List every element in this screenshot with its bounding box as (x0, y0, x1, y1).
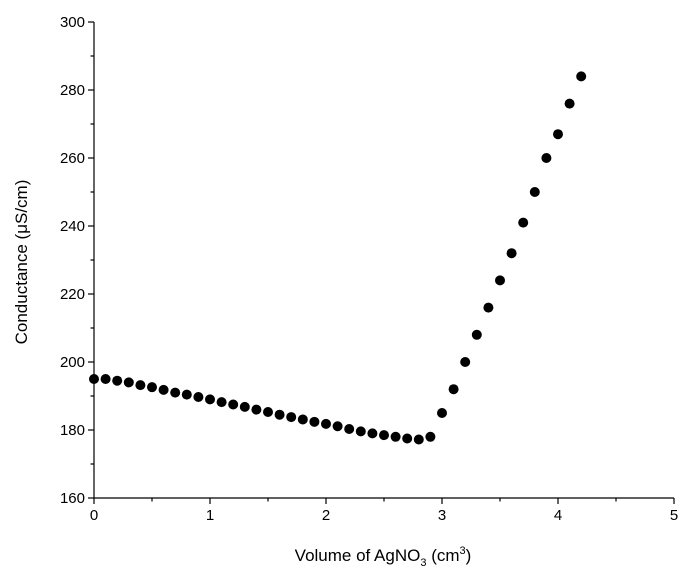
x-axis: 0 1 2 3 4 5 (90, 497, 678, 524)
data-point (367, 428, 378, 439)
y-tick-label: 180 (60, 422, 85, 439)
data-point (541, 153, 552, 163)
x-tick-label: 4 (554, 507, 562, 524)
data-point (181, 389, 192, 400)
data-point (425, 431, 436, 442)
data-point (286, 412, 297, 423)
y-tick-label: 220 (60, 286, 85, 303)
data-point (495, 275, 505, 286)
x-axis-title-unit-close: ) (466, 546, 472, 565)
x-tick-label: 3 (438, 507, 446, 524)
data-point (321, 418, 331, 429)
data-point (274, 409, 285, 420)
data-point (193, 392, 204, 403)
x-tick-label: 2 (322, 507, 330, 524)
data-point (355, 426, 366, 437)
x-axis-title-superscript: 3 (460, 545, 466, 557)
y-axis: 160 180 200 220 240 260 280 300 (60, 14, 95, 507)
data-point (239, 401, 250, 412)
x-axis-title: Volume of AgNO3 (cm3) (295, 545, 472, 569)
data-point (448, 384, 459, 395)
y-tick-label: 300 (60, 14, 85, 31)
data-point (216, 397, 227, 408)
data-point (529, 187, 540, 197)
data-point (460, 357, 471, 367)
data-point (483, 302, 494, 313)
data-point (437, 408, 447, 418)
y-tick-label: 260 (60, 150, 85, 167)
data-point (471, 329, 482, 340)
data-point (135, 380, 146, 391)
x-axis-title-subscript: 3 (420, 557, 426, 569)
data-point (379, 430, 389, 441)
y-tick-label: 200 (60, 354, 85, 371)
data-point (344, 423, 355, 434)
data-point (100, 374, 111, 384)
data-point (158, 384, 169, 395)
data-point (251, 404, 262, 415)
data-point (170, 387, 181, 398)
y-tick-label: 280 (60, 82, 85, 99)
data-point (205, 394, 215, 405)
x-axis-title-unit: (cm (426, 546, 459, 565)
data-point (228, 399, 239, 410)
data-point (506, 248, 517, 259)
data-point (564, 98, 575, 109)
data-point (553, 129, 563, 140)
x-tick-label: 0 (90, 507, 98, 524)
x-tick-label: 5 (670, 507, 678, 524)
data-point (147, 382, 157, 393)
data-point (518, 217, 529, 228)
x-tick-label: 1 (206, 507, 214, 524)
data-points (89, 71, 587, 445)
data-point (123, 377, 134, 388)
data-point (402, 433, 413, 444)
data-point (263, 406, 273, 417)
data-point (390, 431, 401, 442)
x-axis-title-main: Volume of AgNO (295, 546, 421, 565)
data-point (576, 71, 587, 82)
data-point (89, 374, 99, 384)
data-point (297, 414, 308, 425)
data-point (309, 416, 320, 427)
y-tick-label: 240 (60, 218, 85, 235)
y-tick-label: 160 (60, 490, 85, 507)
data-point (112, 375, 123, 386)
y-axis-title: Conductance (μS/cm) (12, 180, 31, 345)
data-point (332, 421, 343, 432)
data-point (413, 434, 424, 445)
